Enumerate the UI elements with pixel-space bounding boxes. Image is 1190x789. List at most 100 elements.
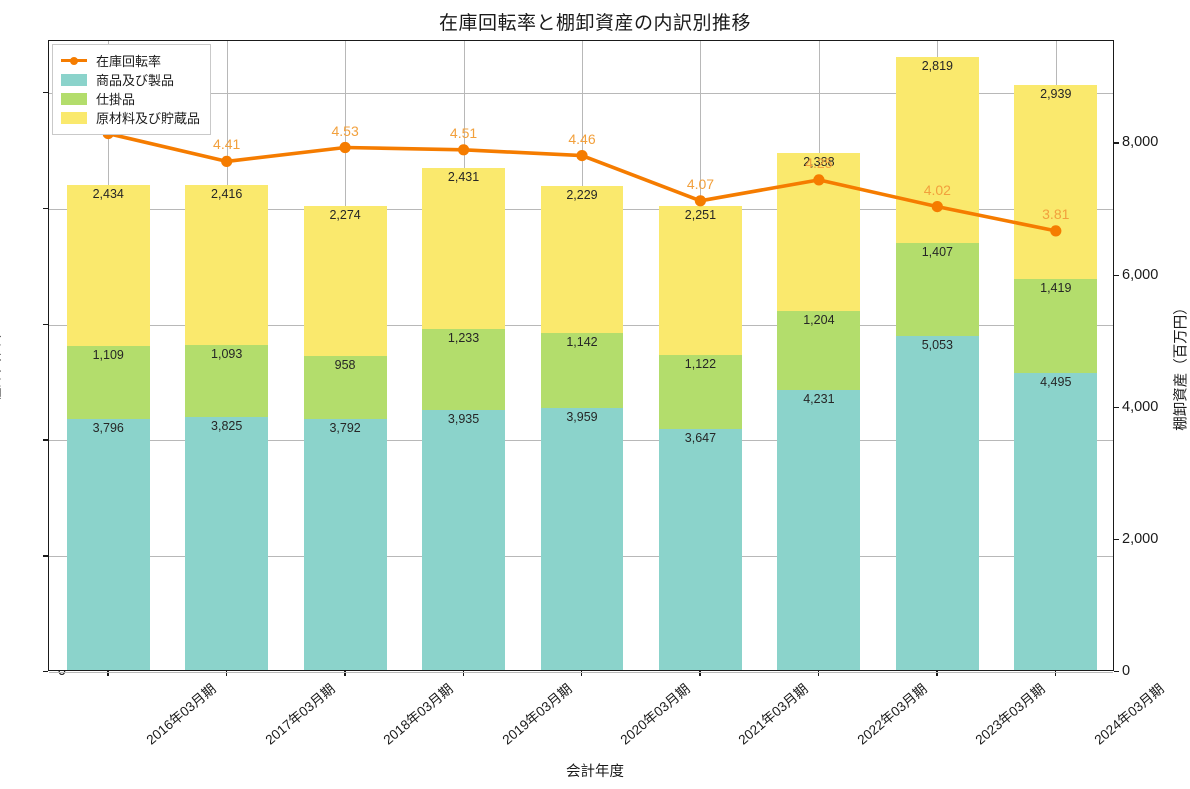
bar-segment-value-label: 5,053 — [921, 338, 953, 353]
y-axis-left-tick-mark — [43, 439, 48, 441]
bar-segment[interactable]: 1,407 — [895, 243, 979, 337]
bar-segment[interactable]: 2,434 — [66, 185, 150, 346]
bar-segment-value-label: 2,274 — [329, 207, 361, 222]
bar-segment-value-label: 1,142 — [566, 334, 598, 349]
x-axis-tick-label: 2017年03月期 — [262, 681, 338, 748]
x-axis-tick-mark — [344, 671, 346, 676]
bar-segment[interactable]: 2,939 — [1014, 85, 1098, 280]
stacked-bar[interactable]: 4,495 1,419 2,939 — [1014, 39, 1098, 670]
legend-item[interactable]: 在庫回転率 — [61, 51, 200, 70]
bar-segment-value-label: 2,229 — [566, 187, 598, 202]
bar-segment[interactable]: 1,109 — [66, 345, 150, 420]
y-axis-right-tick-mark — [1114, 671, 1119, 673]
legend-item-label: 仕掛品 — [96, 92, 136, 107]
x-axis-tick-mark — [225, 671, 228, 676]
bar-segment[interactable]: 3,796 — [66, 419, 150, 670]
line-data-point[interactable] — [931, 201, 943, 213]
line-data-point[interactable] — [694, 195, 707, 207]
line-data-point-label: 4.25 — [805, 154, 833, 171]
x-axis-tick-mark — [1054, 671, 1057, 676]
bar-segment[interactable]: 3,792 — [303, 419, 387, 670]
bar-segment[interactable]: 3,825 — [185, 417, 269, 670]
legend-color-swatch-icon — [61, 73, 87, 86]
bar-segment-value-label: 2,388 — [803, 155, 835, 170]
bar-segment[interactable]: 2,274 — [303, 205, 387, 357]
stacked-bar[interactable]: 3,796 1,109 2,434 — [66, 39, 150, 670]
legend-item-label: 在庫回転率 — [96, 54, 162, 69]
legend-item[interactable]: 仕掛品 — [61, 89, 200, 108]
bar-segment[interactable]: 1,142 — [540, 332, 624, 409]
line-data-point[interactable] — [576, 150, 588, 162]
bar-segment-value-label: 2,431 — [447, 169, 480, 184]
stacked-bar[interactable]: 3,935 1,233 2,431 — [422, 39, 505, 670]
line-data-point[interactable] — [221, 155, 233, 167]
stacked-bar[interactable]: 3,959 1,142 2,229 — [540, 39, 624, 670]
line-data-point[interactable] — [339, 141, 351, 154]
bar-segment-value-label: 2,819 — [921, 58, 953, 73]
legend-line-marker-icon — [61, 55, 87, 67]
x-axis-tick-label: 2016年03月期 — [143, 681, 219, 748]
line-data-point-label: 4.02 — [923, 181, 951, 198]
x-axis-tick-label: 2020年03月期 — [617, 681, 693, 748]
line-data-point[interactable] — [1050, 225, 1062, 237]
y-axis-left-tick-mark — [43, 323, 48, 326]
stacked-bar[interactable]: 5,053 1,407 2,819 — [895, 39, 979, 670]
bar-segment[interactable]: 4,495 — [1014, 373, 1098, 670]
line-data-point[interactable] — [813, 174, 825, 186]
x-axis-tick-label: 2021年03月期 — [736, 681, 812, 748]
bar-segment-value-label: 3,935 — [447, 412, 480, 426]
x-axis-tick-label: 2023年03月期 — [972, 681, 1049, 748]
y-axis-left-tick-mark — [43, 92, 48, 94]
bar-segment-value-label: 1,109 — [92, 347, 124, 362]
bar-segment[interactable]: 1,419 — [1014, 279, 1098, 373]
line-data-point[interactable] — [458, 144, 470, 156]
y-axis-right-tick-label: 6,000 — [1122, 266, 1159, 283]
y-axis-right-tick-label: 4,000 — [1122, 398, 1159, 415]
bar-segment-value-label: 1,233 — [447, 330, 480, 345]
bar-segment-value-label: 4,495 — [1040, 375, 1072, 389]
legend: 在庫回転率 商品及び製品仕掛品原材料及び貯蔵品 — [52, 44, 212, 135]
bar-segment[interactable]: 2,251 — [658, 206, 742, 355]
x-axis-tick-mark — [936, 671, 938, 676]
bar-segment-value-label: 1,093 — [211, 347, 243, 362]
y-axis-right-tick-label: 2,000 — [1122, 530, 1159, 547]
legend-color-swatch-icon — [61, 111, 87, 124]
bar-segment-value-label: 2,434 — [92, 187, 124, 202]
stacked-bar[interactable]: 3,825 1,093 2,416 — [185, 39, 269, 670]
x-axis-tick-mark — [462, 671, 464, 676]
bar-segment[interactable]: 1,233 — [422, 328, 505, 410]
legend-item[interactable]: 商品及び製品 — [61, 70, 200, 89]
bar-segment[interactable]: 2,229 — [540, 185, 624, 333]
y-axis-right-tick-mark — [1114, 142, 1119, 144]
stacked-bar[interactable]: 3,792 958 2,274 — [303, 39, 387, 670]
bar-segment[interactable]: 2,431 — [422, 167, 505, 329]
bar-segment[interactable]: 4,231 — [777, 390, 861, 670]
bar-segment[interactable]: 958 — [303, 356, 387, 420]
y-axis-right-tick-mark — [1114, 538, 1119, 541]
page-title: 在庫回転率と棚卸資産の内訳別推移 — [438, 13, 751, 34]
bar-segment[interactable]: 3,935 — [422, 410, 505, 670]
x-axis-tick-label: 2019年03月期 — [499, 681, 575, 748]
x-axis-tick-label: 2018年03月期 — [380, 681, 456, 748]
bar-segment[interactable]: 1,093 — [185, 345, 269, 418]
legend-item-label: 原材料及び貯蔵品 — [96, 111, 201, 126]
legend-item[interactable]: 原材料及び貯蔵品 — [61, 108, 200, 127]
bar-segment-value-label: 958 — [334, 358, 356, 373]
bar-segment[interactable]: 1,204 — [777, 310, 861, 391]
bar-segment[interactable]: 2,416 — [185, 185, 269, 346]
x-axis-tick-label: 2022年03月期 — [854, 681, 930, 748]
bar-segment-value-label: 3,825 — [211, 419, 243, 434]
bar-segment[interactable]: 1,122 — [658, 354, 742, 430]
bar-segment-value-label: 1,407 — [921, 245, 953, 260]
bar-segment[interactable]: 3,959 — [540, 408, 624, 670]
line-data-point-label: 4.41 — [213, 136, 241, 153]
x-axis-title: 会計年度 — [566, 764, 624, 780]
x-axis-tick-mark — [699, 671, 701, 676]
bar-segment[interactable]: 5,053 — [895, 336, 979, 670]
stacked-bar[interactable]: 3,647 1,122 2,251 — [658, 39, 742, 670]
bar-segment[interactable]: 3,647 — [658, 429, 742, 670]
line-path — [106, 131, 1058, 233]
y-axis-left-tick-mark — [43, 671, 48, 673]
bar-segment-value-label: 1,122 — [684, 356, 717, 371]
y-axis-left-tick-label: 0 — [57, 663, 66, 679]
